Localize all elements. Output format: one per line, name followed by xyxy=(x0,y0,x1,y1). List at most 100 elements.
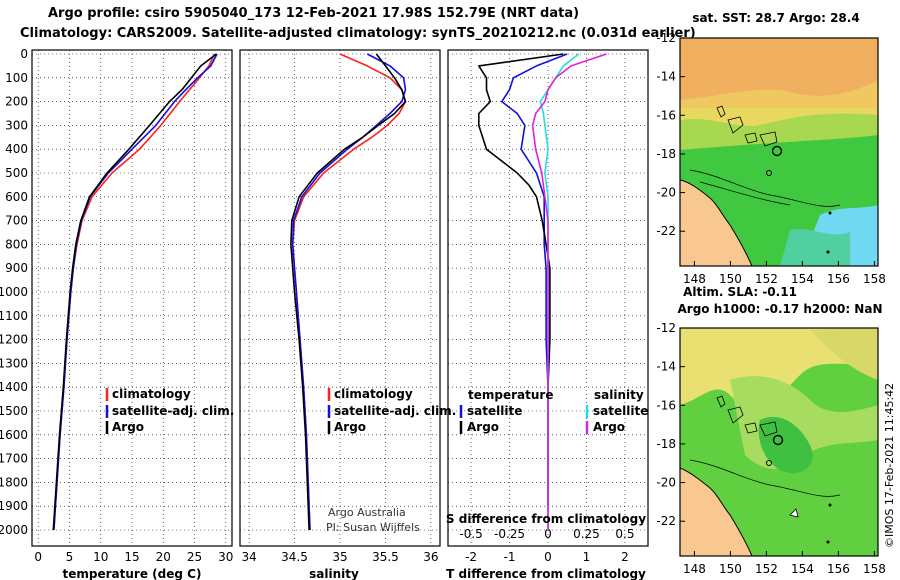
map-y-tick-label: -22 xyxy=(656,514,676,528)
island-marker xyxy=(766,170,772,176)
legend-label-s-argo: Argo xyxy=(593,420,625,434)
sst-map-title: sat. SST: 28.7 Argo: 28.4 xyxy=(692,11,859,25)
imos-watermark: ©IMOS 17-Feb-2021 11:45:42 xyxy=(883,383,896,548)
map-y-tick-label: -22 xyxy=(656,224,676,238)
x-tick-label: -2 xyxy=(465,550,477,564)
x-tick-label: 10 xyxy=(93,550,108,564)
x-tick-label: 15 xyxy=(124,550,139,564)
sla-map xyxy=(680,328,878,556)
credit-line2: PI: Susan Wijffels xyxy=(326,521,420,534)
map-x-tick-label: 156 xyxy=(827,272,850,286)
island-marker xyxy=(789,508,799,518)
sst-region-orange xyxy=(680,38,878,100)
series-line-satellite-adj-clim- xyxy=(291,53,407,531)
island-marker xyxy=(828,211,832,215)
x2-tick-label: 0.25 xyxy=(573,527,600,541)
x-tick-label: 20 xyxy=(156,550,171,564)
legend-title-salinity: salinity xyxy=(594,388,644,402)
map-x-tick-label: 150 xyxy=(719,272,742,286)
series-line-temperature-satellite xyxy=(500,53,568,507)
island-marker xyxy=(826,540,830,544)
map-y-tick-label: -12 xyxy=(656,321,676,335)
map-x-tick-label: 158 xyxy=(863,272,886,286)
y-tick-label: 1900 xyxy=(0,499,28,513)
map-y-tick-label: -16 xyxy=(656,108,676,122)
y-tick-label: 1800 xyxy=(0,475,28,489)
reef-contour xyxy=(689,169,841,207)
salinity-legend: climatology satellite-adj. clim. Argo xyxy=(327,387,456,434)
header-line1: Argo profile: csiro 5905040_173 12-Feb-2… xyxy=(48,6,580,21)
coastline xyxy=(680,467,753,556)
legend-title-temperature: temperature xyxy=(468,388,553,402)
map-x-tick-label: 148 xyxy=(683,562,706,576)
series-line-climatology xyxy=(53,53,216,531)
map-x-tick-label: 150 xyxy=(719,562,742,576)
credit-line1: Argo Australia xyxy=(328,506,406,519)
difference-legend: temperature satellite Argo salinity sate… xyxy=(459,388,648,434)
x-tick-label: 1 xyxy=(583,550,591,564)
map-y-tick-label: -12 xyxy=(656,31,676,45)
sst-region-yellow-green xyxy=(680,113,878,150)
sla-region-olive xyxy=(810,328,878,380)
y-tick-label: 1200 xyxy=(0,333,28,347)
series-line-argo xyxy=(290,53,407,531)
header-line2: Climatology: CARS2009. Satellite-adjuste… xyxy=(20,26,696,41)
y-tick-label: 1700 xyxy=(0,452,28,466)
map-y-tick-label: -20 xyxy=(656,476,676,490)
map-y-tick-label: -14 xyxy=(656,70,676,84)
sla-map-subtitle: Argo h1000: -0.17 h2000: NaN xyxy=(677,302,882,316)
y-tick-label: 1500 xyxy=(0,404,28,418)
map-x-tick-label: 156 xyxy=(827,562,850,576)
y-tick-label: 0 xyxy=(20,47,28,61)
y-tick-label: 600 xyxy=(5,190,28,204)
x-tick-label: 0 xyxy=(34,550,42,564)
y-tick-label: 200 xyxy=(5,95,28,109)
x-tick-label: 36 xyxy=(423,550,438,564)
legend-label-climatology: climatology xyxy=(112,387,191,401)
temperature-xlabel: temperature (deg C) xyxy=(63,567,202,580)
map-y-tick-label: -16 xyxy=(656,398,676,412)
sst-region-green-patch xyxy=(780,228,850,266)
x-tick-label: 0 xyxy=(544,550,552,564)
y-tick-label: 700 xyxy=(5,214,28,228)
map-x-tick-label: 154 xyxy=(791,272,814,286)
x2-tick-label: 0 xyxy=(544,527,552,541)
legend-label-argo: Argo xyxy=(334,420,366,434)
y-tick-label: 300 xyxy=(5,118,28,132)
island-marker xyxy=(766,460,772,466)
sla-map-title: Altim. SLA: -0.11 xyxy=(683,285,797,299)
y-tick-label: 1100 xyxy=(0,309,28,323)
legend-label-t-satellite: satellite xyxy=(467,404,522,418)
salinity-xlabel: salinity xyxy=(309,567,359,580)
y-tick-label: 1000 xyxy=(0,285,28,299)
x-tick-label: 25 xyxy=(187,550,202,564)
sla-region-darkgreen xyxy=(758,416,813,474)
legend-label-satellite: satellite-adj. clim. xyxy=(112,404,234,418)
sla-map-frame xyxy=(679,327,879,557)
x-tick-label: 35.5 xyxy=(372,550,399,564)
legend-label-argo: Argo xyxy=(112,420,144,434)
x-tick-label: 35 xyxy=(332,550,347,564)
argo-location-marker xyxy=(771,145,783,157)
x-tick-label: 30 xyxy=(218,550,233,564)
x-tick-label: 34 xyxy=(241,550,256,564)
series-line-salinity-argo xyxy=(531,53,607,530)
sla-region-yellow xyxy=(680,328,878,430)
y-tick-label: 800 xyxy=(5,237,28,251)
y-tick-label: 1300 xyxy=(0,356,28,370)
x2-tick-label: -0.25 xyxy=(494,527,525,541)
x-tick-label: 34.5 xyxy=(281,550,308,564)
map-y-tick-label: -20 xyxy=(656,186,676,200)
map-x-tick-label: 158 xyxy=(863,562,886,576)
map-y-tick-label: -14 xyxy=(656,360,676,374)
y-tick-label: 1400 xyxy=(0,380,28,394)
legend-label-s-satellite: satellite xyxy=(593,404,648,418)
x2-tick-label: 0.5 xyxy=(615,527,634,541)
map-y-tick-label: -18 xyxy=(656,437,676,451)
s-difference-xlabel: S difference from climatology xyxy=(446,512,646,526)
sst-map xyxy=(680,38,878,266)
map-x-tick-label: 152 xyxy=(755,562,778,576)
map-x-tick-label: 154 xyxy=(791,562,814,576)
sst-map-frame xyxy=(679,37,879,267)
